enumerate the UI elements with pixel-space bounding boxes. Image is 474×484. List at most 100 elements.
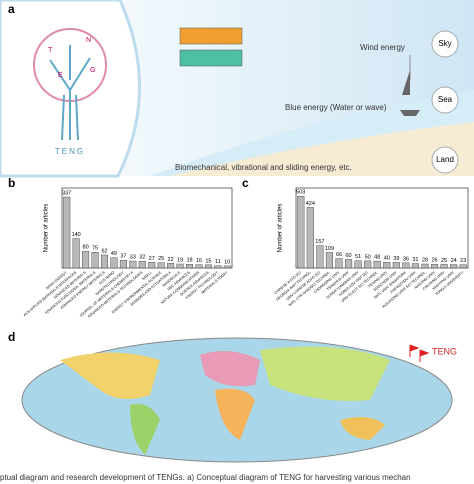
bar bbox=[364, 260, 372, 269]
badge bbox=[431, 86, 459, 114]
value-label: 27 bbox=[149, 256, 155, 262]
value-label: 66 bbox=[336, 252, 342, 258]
value-label: 75 bbox=[92, 246, 98, 252]
value-label: 11 bbox=[215, 259, 221, 265]
bar bbox=[82, 250, 90, 269]
tree-letter: N bbox=[86, 37, 91, 44]
bar bbox=[392, 262, 400, 269]
value-label: 39 bbox=[393, 256, 399, 262]
bar bbox=[383, 262, 391, 269]
value-label: 140 bbox=[72, 232, 81, 238]
value-label: 23 bbox=[460, 258, 466, 264]
tree-letter: T bbox=[48, 47, 53, 54]
panel-label: d bbox=[8, 330, 15, 344]
value-label: 40 bbox=[384, 256, 390, 262]
bar bbox=[431, 264, 439, 269]
bar bbox=[411, 263, 419, 269]
energy-label: Wind energy bbox=[360, 43, 405, 52]
value-label: 48 bbox=[374, 255, 380, 261]
y-axis-label: Number of articles bbox=[44, 204, 50, 253]
bar bbox=[72, 238, 80, 269]
teng-layer bbox=[179, 27, 243, 45]
bar bbox=[185, 264, 194, 269]
bar bbox=[450, 264, 458, 269]
value-label: 25 bbox=[441, 258, 447, 264]
value-label: 37 bbox=[120, 254, 126, 260]
tree-label: TENG bbox=[55, 147, 85, 156]
value-label: 18 bbox=[186, 258, 192, 264]
value-label: 32 bbox=[139, 255, 145, 261]
tree-letter: E bbox=[58, 72, 63, 79]
bar bbox=[402, 262, 410, 269]
value-label: 24 bbox=[451, 258, 457, 264]
value-label: 15 bbox=[205, 258, 211, 264]
value-label: 19 bbox=[177, 257, 183, 263]
bar bbox=[335, 258, 343, 269]
value-label: 26 bbox=[431, 258, 437, 264]
value-label: 60 bbox=[345, 253, 351, 259]
bar bbox=[148, 262, 156, 269]
badge bbox=[431, 146, 459, 174]
value-label: 424 bbox=[306, 201, 315, 207]
bar bbox=[157, 262, 165, 269]
bar bbox=[459, 264, 467, 269]
continent bbox=[260, 346, 390, 401]
tree-letter: G bbox=[90, 67, 95, 74]
bar bbox=[223, 265, 231, 269]
value-label: 109 bbox=[325, 246, 334, 252]
value-label: 337 bbox=[62, 191, 71, 197]
value-label: 49 bbox=[111, 251, 117, 257]
panel-label: b bbox=[8, 176, 15, 190]
value-label: 16 bbox=[196, 258, 202, 264]
bar bbox=[214, 265, 222, 269]
bar bbox=[373, 260, 381, 269]
panel-label: c bbox=[242, 176, 249, 190]
panel-label: a bbox=[8, 2, 15, 16]
value-label: 62 bbox=[101, 248, 107, 254]
badge bbox=[431, 30, 459, 58]
value-label: 36 bbox=[403, 256, 409, 262]
value-label: 25 bbox=[158, 256, 164, 262]
bar bbox=[204, 264, 212, 269]
bar bbox=[195, 264, 203, 269]
bar bbox=[325, 252, 333, 269]
bar bbox=[440, 264, 448, 269]
x-tick-label: SMALL bbox=[141, 270, 153, 281]
continent bbox=[200, 351, 260, 387]
energy-label: Blue energy (Water or wave) bbox=[285, 103, 387, 112]
value-label: 80 bbox=[83, 245, 89, 251]
sailboat bbox=[400, 70, 420, 116]
bar bbox=[129, 260, 137, 269]
value-label: 503 bbox=[296, 190, 305, 196]
bar bbox=[63, 196, 71, 269]
badge-label: Sky bbox=[438, 39, 451, 48]
bar bbox=[138, 261, 146, 269]
badge-label: Land bbox=[436, 155, 454, 164]
value-label: 28 bbox=[422, 257, 428, 263]
bar bbox=[91, 252, 99, 269]
y-axis-label: Number of articles bbox=[278, 204, 284, 253]
value-label: 50 bbox=[365, 254, 371, 260]
energy-label: Biomechanical, vibrational and sliding e… bbox=[175, 163, 352, 172]
continent bbox=[130, 404, 160, 455]
value-label: 157 bbox=[315, 239, 324, 245]
bar bbox=[345, 259, 353, 269]
bar bbox=[297, 195, 305, 269]
plot-frame bbox=[61, 187, 233, 269]
legend-flag bbox=[409, 344, 430, 362]
bar bbox=[119, 260, 127, 269]
value-label: 31 bbox=[412, 257, 418, 263]
teng-layer bbox=[179, 49, 243, 67]
bar bbox=[354, 260, 362, 269]
value-label: 10 bbox=[224, 259, 230, 265]
bar bbox=[306, 207, 314, 269]
value-label: 33 bbox=[130, 255, 136, 261]
value-label: 51 bbox=[355, 254, 361, 260]
plot-frame bbox=[295, 187, 469, 269]
bar bbox=[176, 263, 184, 269]
caption: ptual diagram and research development o… bbox=[0, 473, 411, 482]
value-label: 22 bbox=[168, 257, 174, 263]
continent bbox=[215, 388, 255, 440]
land-band bbox=[170, 122, 474, 176]
